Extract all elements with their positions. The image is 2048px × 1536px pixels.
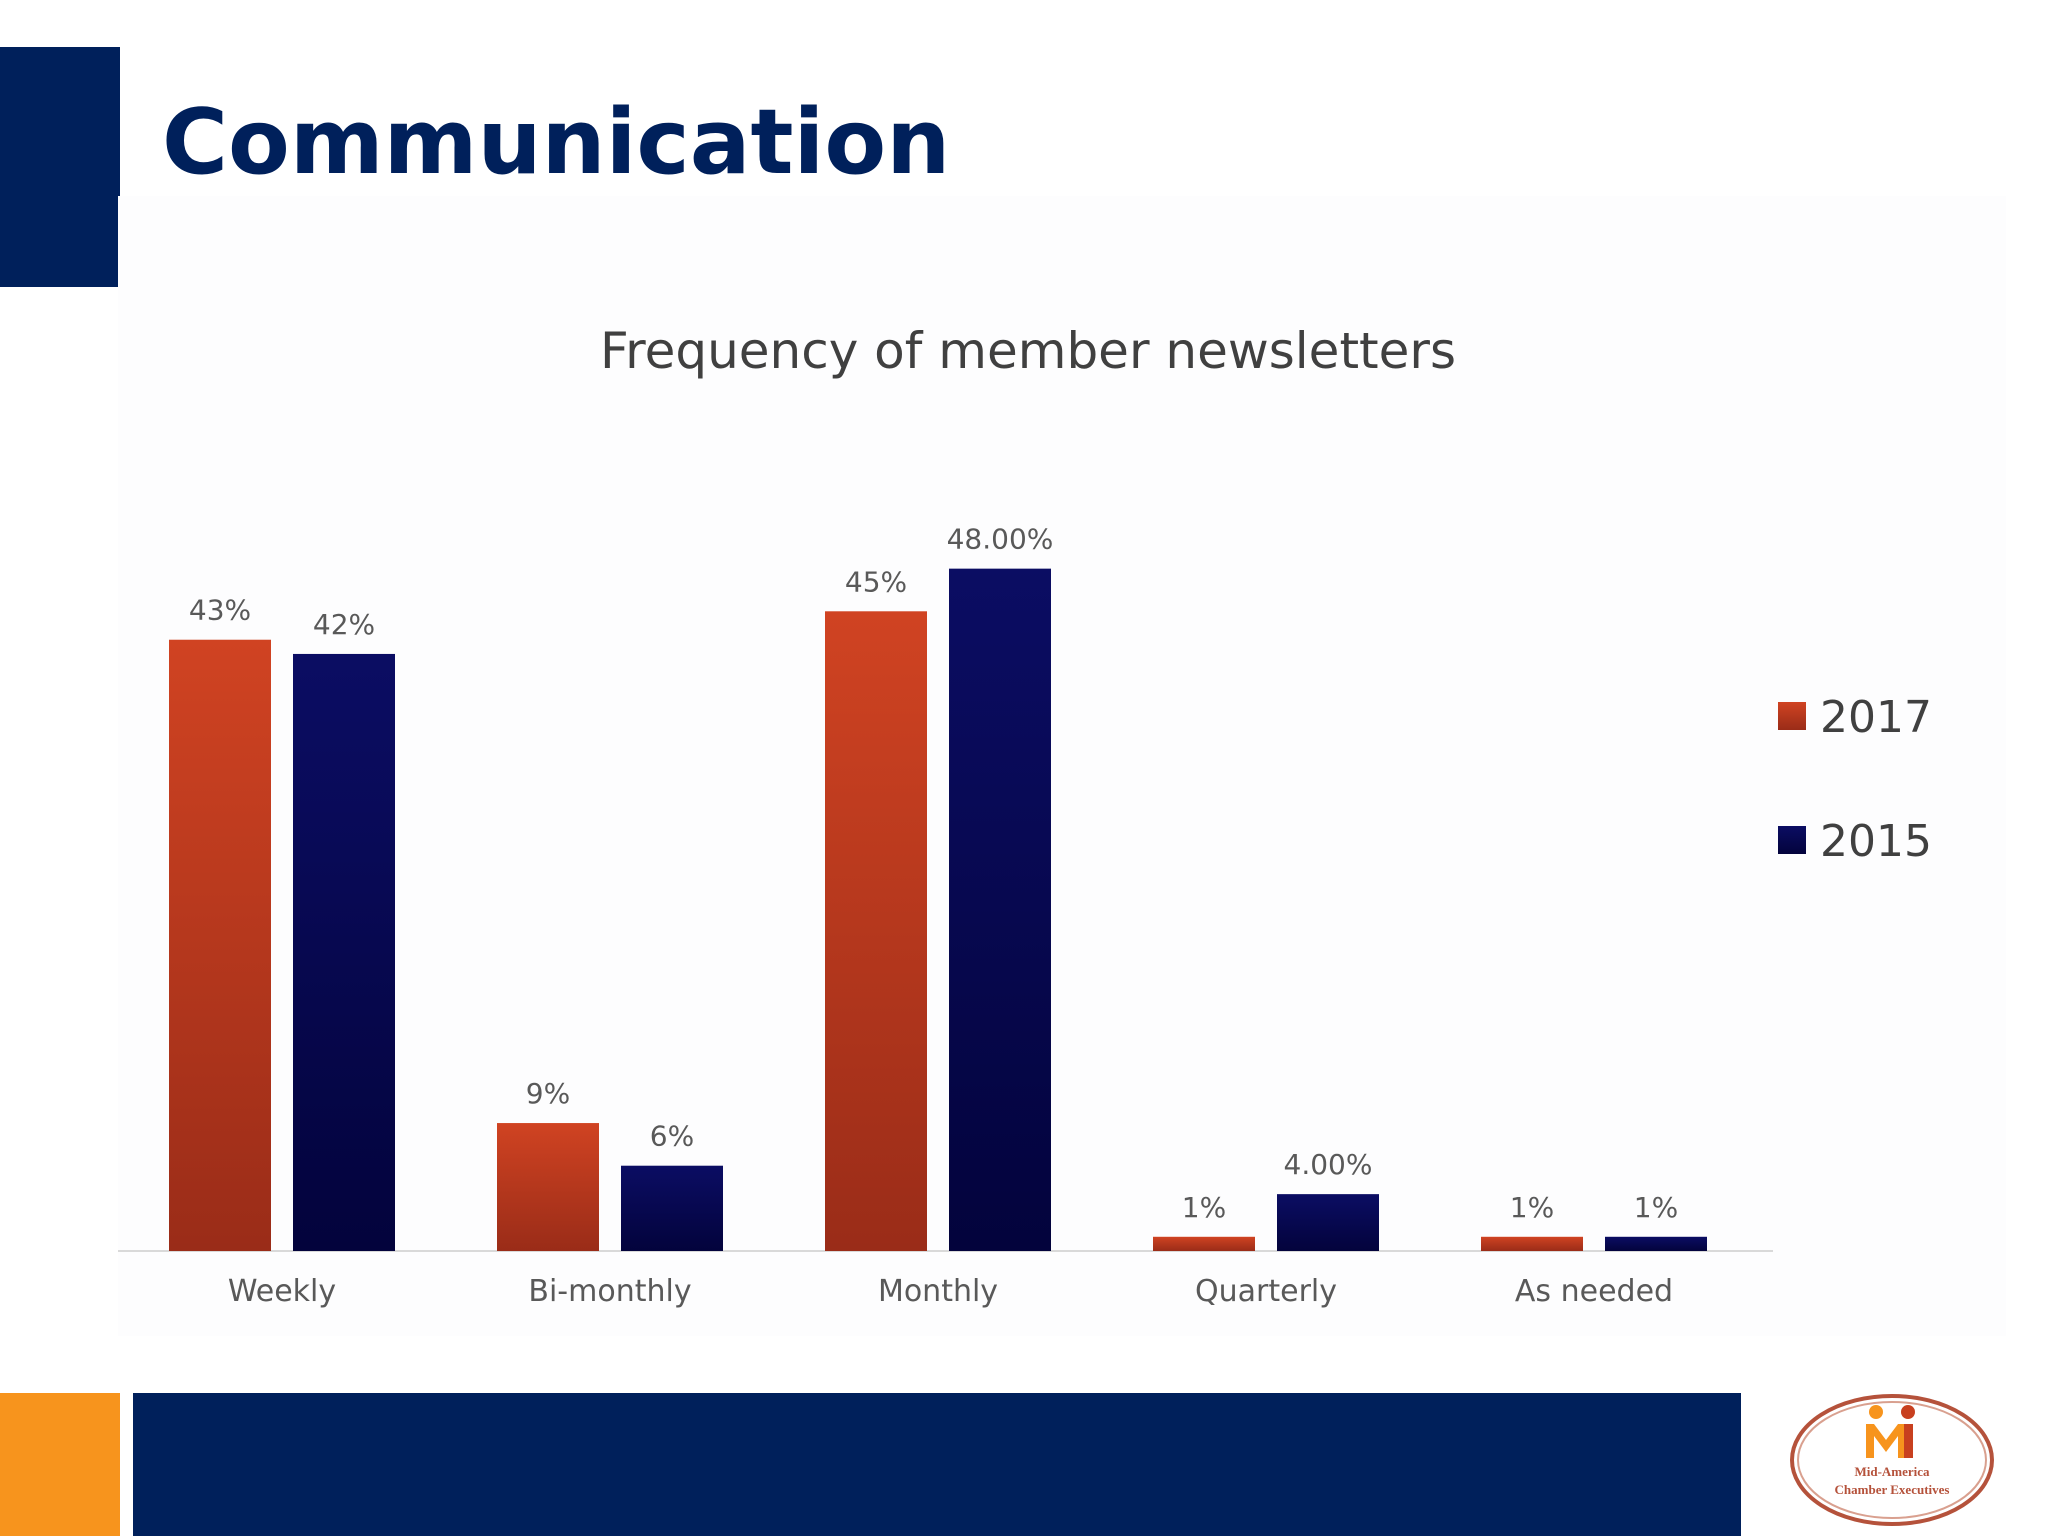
category-label-bi-monthly: Bi-monthly (528, 1274, 691, 1309)
slide-title: Communication (162, 90, 951, 195)
chart-title: Frequency of member newsletters (600, 322, 1456, 380)
data-label-2015-quarterly: 4.00% (1284, 1148, 1373, 1181)
bar-2017-as-needed (1481, 1236, 1583, 1251)
bar-2015-weekly (293, 653, 395, 1251)
legend-label-2017: 2017 (1820, 692, 1932, 743)
bar-2015-as-needed (1605, 1236, 1707, 1251)
newsletter-frequency-chart: Frequency of member newsletters 43% 42% We… (118, 322, 1932, 1309)
bar-2017-weekly (169, 639, 271, 1251)
category-label-quarterly: Quarterly (1195, 1274, 1337, 1309)
data-label-2017-bi-monthly: 9% (526, 1077, 570, 1110)
mace-logo: Mid-America Chamber Executives (1790, 1394, 1994, 1526)
labels-group: 43% 42% Weekly 9% 6% Bi-monthly 45% 48.00% Month… (189, 523, 1678, 1309)
legend-swatch-2017 (1778, 702, 1806, 730)
data-label-2017-monthly: 45% (845, 565, 907, 598)
bar-2017-monthly (825, 611, 927, 1251)
bottom-left-accent-block (0, 1393, 120, 1536)
bar-2015-monthly (949, 568, 1051, 1251)
footer-bar (133, 1393, 1741, 1536)
legend-label-2015: 2015 (1820, 816, 1932, 867)
bars-group (118, 568, 1773, 1252)
data-label-2015-bi-monthly: 6% (650, 1120, 694, 1153)
bar-2015-quarterly (1277, 1194, 1379, 1251)
category-label-as-needed: As needed (1515, 1274, 1673, 1309)
data-label-2017-as-needed: 1% (1510, 1191, 1554, 1224)
logo-text-line2: Chamber Executives (1835, 1482, 1950, 1497)
bar-2015-bi-monthly (621, 1165, 723, 1251)
logo-person-icon (1869, 1405, 1883, 1419)
logo-text-line1: Mid-America (1854, 1464, 1930, 1479)
bar-2017-bi-monthly (497, 1123, 599, 1251)
bar-2017-quarterly (1153, 1236, 1255, 1251)
data-label-2017-quarterly: 1% (1182, 1191, 1226, 1224)
data-label-2017-weekly: 43% (189, 594, 251, 627)
legend: 2017 2015 (1778, 692, 1932, 867)
top-left-accent-block (0, 47, 120, 287)
data-label-2015-monthly: 48.00% (947, 523, 1054, 556)
category-label-weekly: Weekly (228, 1274, 336, 1309)
category-label-monthly: Monthly (878, 1274, 998, 1309)
chart-area: Frequency of member newsletters 43% 42% We… (118, 196, 2006, 1336)
legend-swatch-2015 (1778, 826, 1806, 854)
data-label-2015-weekly: 42% (313, 608, 375, 641)
data-label-2015-as-needed: 1% (1634, 1191, 1678, 1224)
